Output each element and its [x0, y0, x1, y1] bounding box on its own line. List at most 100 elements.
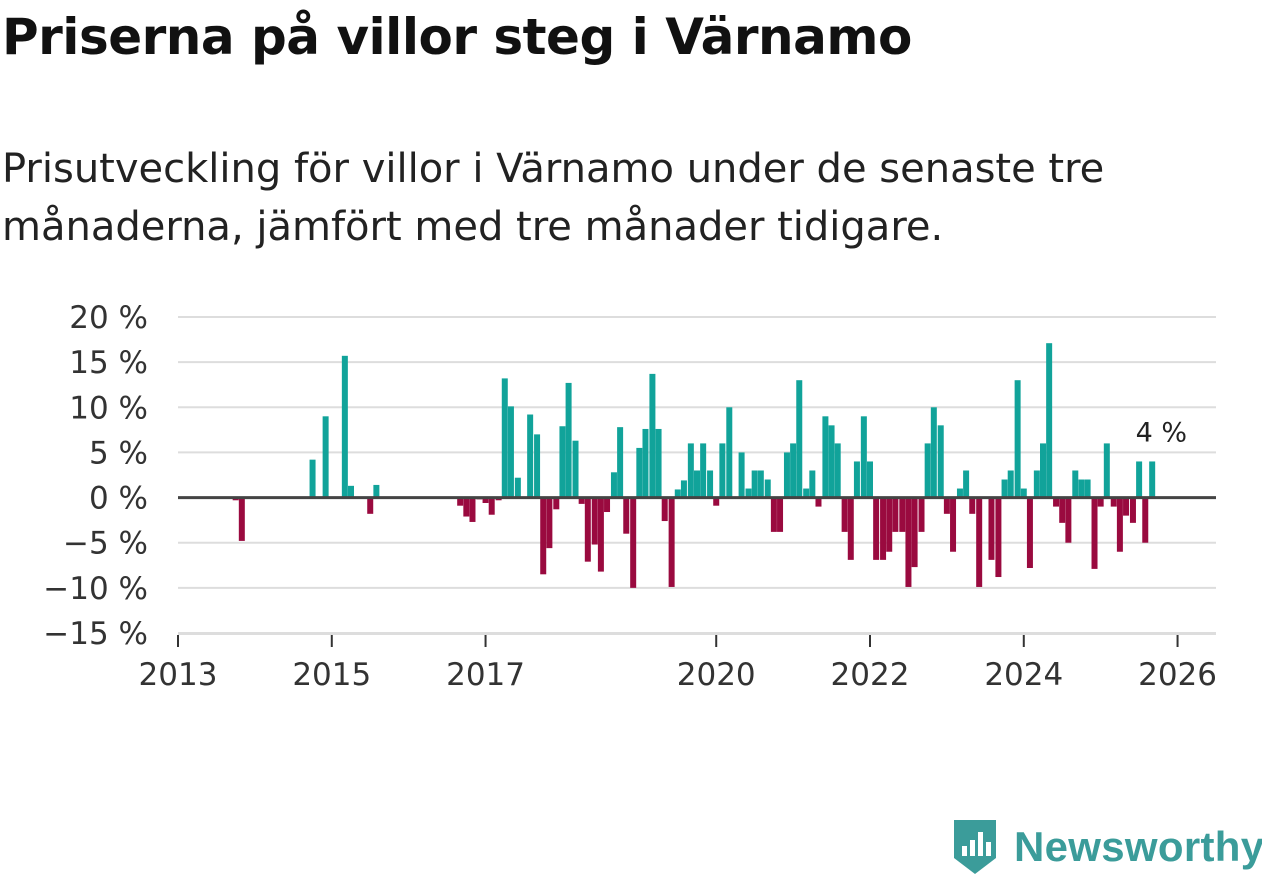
bar: [655, 428, 662, 498]
y-tick-label: 5 %: [89, 435, 148, 471]
bar: [963, 470, 970, 498]
bar: [918, 497, 925, 532]
bar: [828, 425, 835, 498]
x-tick-label: 2017: [446, 657, 525, 693]
bar: [565, 382, 572, 498]
bar: [719, 443, 726, 498]
bar: [700, 443, 707, 498]
bar: [809, 470, 816, 498]
bar: [1103, 443, 1110, 498]
y-tick-label: 15 %: [69, 345, 148, 381]
bar: [1046, 343, 1053, 498]
bar: [943, 497, 950, 514]
bar: [680, 480, 687, 498]
bar: [469, 497, 476, 522]
bar: [796, 380, 803, 498]
bar: [867, 461, 873, 498]
bar: [822, 416, 829, 498]
bar: [777, 497, 784, 532]
bar: [880, 497, 887, 560]
bar: [341, 355, 348, 498]
bar: [1129, 497, 1136, 523]
bar: [751, 470, 758, 498]
bar: [738, 452, 745, 498]
bar: [322, 416, 329, 498]
bar: [482, 497, 489, 503]
bar: [348, 485, 354, 498]
bar: [1014, 380, 1021, 498]
bar: [1026, 497, 1033, 568]
bar: [726, 407, 733, 498]
bar: [1059, 497, 1066, 523]
bar: [834, 443, 841, 498]
bar: [1001, 479, 1008, 498]
bar: [899, 497, 906, 532]
bar: [892, 497, 899, 532]
y-tick-label: 0 %: [89, 481, 148, 517]
y-tick-label: −10 %: [43, 571, 148, 607]
bar: [764, 479, 771, 498]
bar: [661, 497, 668, 522]
bar: [783, 452, 790, 498]
newsworthy-logo: Newsworthy: [950, 818, 1262, 876]
bar: [630, 497, 637, 588]
bar: [873, 497, 880, 560]
bar: [1053, 497, 1060, 507]
bar: [572, 440, 579, 498]
bar: [757, 470, 764, 498]
bar: [559, 426, 566, 498]
y-tick-label: 10 %: [69, 390, 148, 426]
bar: [745, 488, 752, 498]
bar: [636, 447, 643, 498]
brand-name: Newsworthy: [1014, 823, 1262, 870]
bar: [1097, 497, 1104, 507]
bar: [988, 497, 995, 560]
bar: [790, 443, 797, 498]
bar: [1040, 443, 1046, 498]
bar: [373, 484, 380, 498]
y-tick-label: −15 %: [43, 616, 148, 652]
bar: [937, 425, 944, 498]
bar: [501, 378, 508, 498]
bar: [713, 497, 720, 506]
bar: [969, 497, 976, 514]
bar: [886, 497, 893, 552]
bar: [905, 497, 912, 587]
bar: [976, 497, 983, 587]
bar: [597, 497, 604, 572]
bar: [995, 497, 1002, 578]
bar: [1136, 461, 1143, 498]
bar: [617, 427, 624, 498]
bar: [1123, 497, 1130, 516]
bar: [950, 497, 957, 552]
bar: [584, 497, 591, 562]
bar: [604, 497, 611, 513]
bar: [367, 497, 374, 514]
bar: [309, 459, 316, 498]
bar: [924, 443, 931, 498]
bar: [803, 488, 810, 498]
bar: [1084, 479, 1091, 498]
x-tick-label: 2024: [984, 657, 1063, 693]
bar: [1149, 461, 1156, 498]
bar: [463, 497, 470, 517]
bar: [610, 472, 617, 498]
bar: [514, 477, 521, 498]
bar: [1078, 479, 1085, 498]
x-tick-label: 2015: [292, 657, 371, 693]
bar: [1091, 497, 1098, 569]
bar: [457, 497, 464, 506]
x-tick-label: 2020: [677, 657, 756, 693]
bar: [841, 497, 848, 532]
bar: [847, 497, 854, 560]
bar: [238, 497, 245, 541]
bar: [591, 497, 598, 545]
bar: [534, 434, 541, 498]
bar: [674, 489, 681, 498]
chart-title: Priserna på villor steg i Värnamo: [2, 8, 912, 66]
bar: [687, 443, 694, 498]
bar: [1116, 497, 1123, 552]
bar: [507, 406, 514, 498]
x-tick-label: 2026: [1138, 657, 1217, 693]
bar: [546, 497, 553, 549]
